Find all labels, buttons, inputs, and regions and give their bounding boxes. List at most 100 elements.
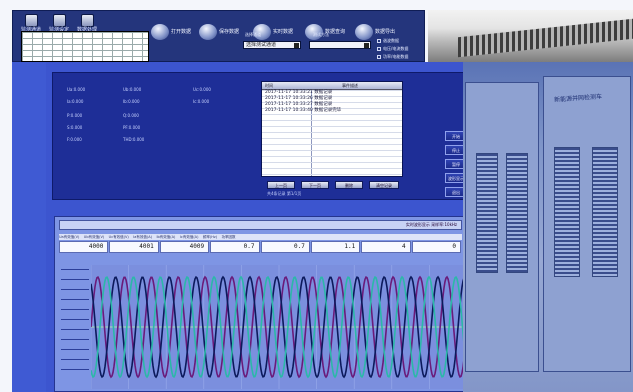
save-data-button[interactable]: 保存数据	[199, 21, 240, 40]
row-time: 2017-11-17 10:33:21	[265, 90, 313, 95]
value-freq: 4	[361, 241, 411, 253]
next-page-button[interactable]: 下一页	[301, 181, 329, 189]
param-ic: Ic:0.000	[193, 99, 210, 104]
param-p: P:0.000	[67, 113, 83, 118]
param-q: Q:0.000	[123, 113, 139, 118]
vent-grille	[506, 153, 528, 273]
phase-c-trace	[90, 275, 468, 379]
header-uc: Uc有效值(V)	[108, 235, 129, 239]
channel-grid[interactable]	[21, 31, 149, 62]
value-ib: 0.7	[260, 241, 310, 253]
param-pf: PF:0.000	[123, 125, 141, 130]
param-ua: Ua:0.000	[67, 87, 86, 92]
channel-icon	[24, 14, 38, 27]
checkbox-voltage-label: 电压/电流数据	[383, 46, 409, 51]
col-event: 事件描述	[342, 83, 358, 88]
select-channel-label: 选择通道	[245, 32, 261, 37]
delete-button[interactable]: 删除	[335, 181, 363, 189]
row-event: 数据记录	[314, 102, 333, 107]
realtime-data-button[interactable]: 实时数据	[253, 21, 294, 40]
channel-select-value: 选择测试通道	[246, 42, 277, 48]
query-icon	[305, 23, 323, 40]
monitor-settings-button[interactable]: 监测设定	[49, 14, 69, 36]
phase-a-trace	[90, 275, 468, 379]
query-data-label: 数据查询	[325, 29, 346, 35]
export-data-button[interactable]: 数据导出	[355, 21, 396, 40]
header-freq: 频率(Hz)	[202, 235, 218, 239]
value-ua: 4000	[59, 241, 109, 253]
list-item[interactable]: 2017-11-17 10:33:21 数据记录	[262, 90, 402, 96]
list-item[interactable]: 2017-11-17 10:33:27 数据记录	[262, 102, 402, 108]
export-data-label: 数据导出	[375, 29, 396, 35]
clear-records-button[interactable]: 清空记录	[369, 181, 399, 189]
param-ia: Ia:0.000	[67, 99, 84, 104]
header-ib: Ib有效值(A)	[156, 235, 176, 239]
channel-select[interactable]: 选择测试通道	[243, 41, 301, 49]
col-time: 时间	[265, 83, 273, 88]
value-ic: 1.1	[310, 241, 361, 253]
list-item[interactable]: 2017-11-17 10:33:40 数据记录完毕	[262, 108, 402, 114]
checkbox-box[interactable]	[377, 47, 381, 51]
cabinet-right: 新能源并网检测车	[543, 76, 631, 372]
event-rows: 2017-11-17 10:33:21 数据记录 2017-11-17 10:3…	[262, 90, 402, 114]
cabinet-left	[465, 82, 539, 372]
chevron-down-icon	[364, 43, 369, 48]
export-icon	[355, 23, 373, 40]
param-ib: Ib:0.000	[123, 99, 140, 104]
param-thd: THD:0.000	[123, 137, 145, 142]
checkbox-box[interactable]	[377, 55, 381, 59]
toolbar: 监测通道 监测设定 数据处理 打开数据 保存数据 实时数据 数据查询 数据导出 …	[12, 10, 425, 62]
waveform-plot[interactable]	[90, 265, 468, 389]
checkbox-power[interactable]: 功率/电能数据	[377, 54, 408, 60]
header-ua: Ua有效值(V)	[59, 235, 80, 239]
checkbox-voltage[interactable]: 电压/电流数据	[377, 46, 408, 52]
row-time: 2017-11-17 10:33:27	[265, 102, 313, 107]
param-s: S:0.000	[67, 125, 83, 130]
data-process-button[interactable]: 数据处理	[77, 14, 97, 36]
row-event: 数据记录	[314, 90, 333, 95]
query-data-button[interactable]: 数据查询	[305, 21, 346, 40]
checkbox-box[interactable]	[377, 39, 381, 43]
realtime-data-label: 实时数据	[273, 29, 294, 35]
monitor-channel-button[interactable]: 监测通道	[21, 14, 41, 36]
open-data-button[interactable]: 打开数据	[151, 21, 192, 40]
header-pf: 功率因数	[221, 235, 236, 239]
process-icon	[80, 14, 94, 27]
list-gridlines	[262, 90, 402, 176]
scope-status-bar: 实时波形显示 采样率:10kHz	[59, 220, 462, 230]
cabinet-photo-top	[428, 10, 633, 62]
method-select[interactable]	[309, 41, 371, 49]
measurement-values: 4000 4001 4009 0.7 0.7 1.1 4 0	[59, 241, 462, 253]
checkbox-harmonic-label: 谐波数据	[383, 38, 399, 43]
monitor-settings-label: 监测设定	[49, 27, 70, 33]
y-axis-scale	[61, 269, 89, 379]
realtime-icon	[253, 23, 271, 40]
row-event: 数据记录	[314, 96, 333, 101]
prev-page-button[interactable]: 上一页	[267, 181, 295, 189]
records-footer: 共4条记录 第1/1页	[267, 191, 302, 196]
vent-grille	[554, 147, 580, 277]
event-list[interactable]: 时间 事件描述 2017-11-17 10:33:21 数据记录 2017-11-…	[261, 81, 403, 177]
waveform-panel: 实时波形显示 采样率:10kHz Ua有效值(V) Ub有效值(V) Uc有效值…	[54, 216, 468, 392]
row-time: 2017-11-17 10:33:26	[265, 96, 313, 101]
chevron-down-icon	[294, 43, 299, 48]
checkbox-harmonic[interactable]: 谐波数据	[377, 38, 399, 44]
vent-grille	[476, 153, 498, 273]
settings-icon	[52, 14, 66, 27]
value-uc: 4009	[159, 241, 210, 253]
open-icon	[151, 23, 169, 40]
param-ub: Ub:0.000	[123, 87, 142, 92]
value-pf: 0	[411, 241, 461, 253]
list-item[interactable]: 2017-11-17 10:33:26 数据记录	[262, 96, 402, 102]
save-icon	[199, 23, 217, 40]
vent-grille	[592, 147, 618, 277]
scope-status-text: 实时波形显示 采样率:10kHz	[405, 222, 457, 227]
roof-vent	[458, 18, 633, 58]
open-data-label: 打开数据	[171, 29, 192, 35]
save-data-label: 保存数据	[219, 29, 240, 35]
data-process-label: 数据处理	[77, 27, 98, 33]
phase-b-trace	[90, 275, 468, 379]
value-ia: 0.7	[210, 241, 260, 253]
checkbox-power-label: 功率/电能数据	[383, 54, 409, 59]
monitor-channel-label: 监测通道	[21, 27, 42, 33]
